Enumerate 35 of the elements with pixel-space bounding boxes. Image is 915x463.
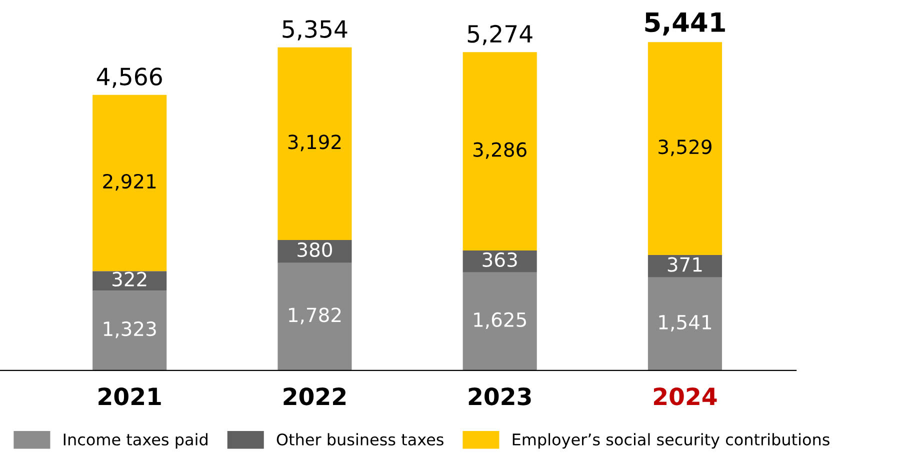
legend-label: Other business taxes: [276, 433, 444, 446]
total-label: 4,566: [96, 68, 162, 88]
total-label: 5,274: [468, 24, 532, 46]
bar: [462, 250, 537, 272]
bar: [648, 277, 722, 370]
total-label: 5,354: [282, 20, 348, 40]
x-tick-label: 2024: [654, 387, 717, 406]
data-label: 3,286: [473, 142, 526, 159]
bar: [278, 240, 352, 263]
data-label: 1,323: [104, 321, 156, 338]
x-tick-label: 2022: [284, 387, 346, 406]
data-label: 322: [112, 272, 146, 286]
bar: [462, 272, 537, 370]
bar: [92, 94, 167, 272]
bar: [648, 42, 722, 256]
x-tick-label: 2023: [468, 387, 531, 406]
data-label: 380: [298, 242, 332, 258]
data-label: 1,541: [659, 315, 712, 332]
data-label: 1,782: [289, 308, 341, 324]
data-label: 363: [482, 252, 517, 268]
total-label: 5,441: [645, 12, 725, 36]
data-label: 371: [668, 257, 702, 272]
bar: [92, 290, 167, 370]
data-label: 2,921: [103, 174, 156, 191]
legend-label: Income taxes paid: [64, 433, 208, 449]
data-label: 1,625: [474, 312, 526, 329]
bar: [92, 271, 167, 291]
data-label: 3,529: [658, 139, 712, 156]
bar: [278, 47, 352, 240]
data-label: 3,192: [288, 134, 341, 152]
bar: [278, 262, 352, 370]
legend-label: Employer’s social security contributions: [512, 433, 830, 449]
bar: [648, 255, 722, 278]
bar: [462, 52, 537, 250]
x-tick-label: 2021: [98, 387, 161, 406]
